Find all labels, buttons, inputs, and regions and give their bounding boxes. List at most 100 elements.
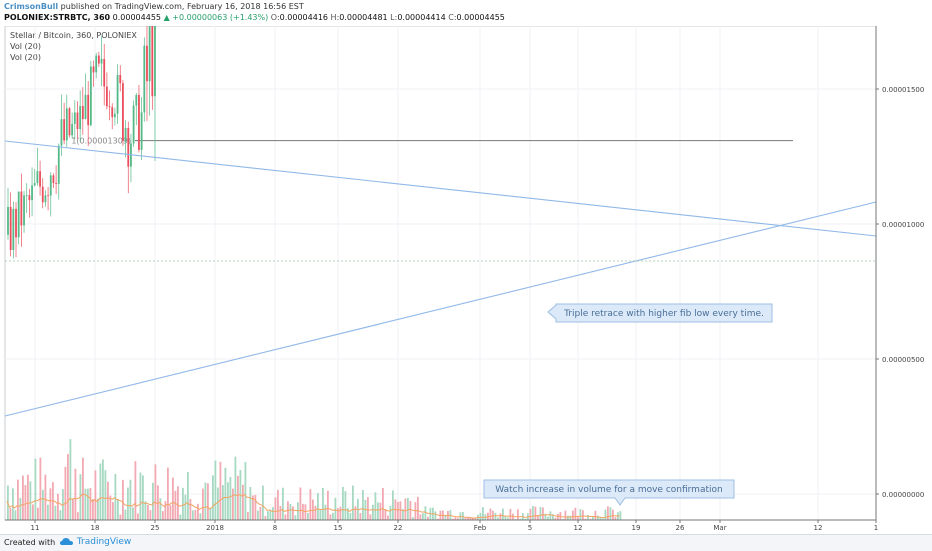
volume-bar: [564, 510, 567, 520]
volume-bar: [309, 489, 312, 520]
volume-bar: [244, 462, 247, 520]
ohlc-close-value: 0.00004455: [456, 13, 505, 22]
volume-bar: [419, 514, 422, 520]
volume-bar: [279, 505, 282, 520]
volume-bar: [232, 488, 234, 520]
volume-bar: [392, 490, 394, 520]
volume-bar: [119, 514, 122, 520]
volume-bar: [177, 486, 179, 520]
price-tick-label: 0.00000500: [882, 356, 924, 364]
up-arrow-icon: ▲: [163, 13, 170, 22]
volume-bar: [137, 513, 139, 520]
volume-bar: [402, 509, 404, 520]
volume-bar: [99, 463, 102, 520]
volume-bar: [324, 504, 327, 520]
time-tick-label: 5: [528, 524, 532, 532]
volume-bar: [347, 508, 349, 520]
volume-bar: [159, 498, 162, 520]
volume-bar: [42, 489, 44, 520]
volume-bar: [82, 457, 84, 520]
volume-bar: [352, 485, 354, 520]
volume-bar: [192, 510, 194, 520]
volume-bar: [452, 518, 454, 520]
callout-retrace: Triple retrace with higher fib low every…: [547, 303, 773, 323]
time-axis[interactable]: 11 18 25 2018 8 15 22 Feb 5 12 19 26 Mar 12 1: [5, 519, 878, 532]
author-link[interactable]: CrimsonBull: [4, 2, 59, 11]
volume-bar: [504, 516, 507, 520]
ohlc-high-value: 0.00004481: [339, 13, 388, 22]
candle-body: [36, 171, 39, 184]
volume-bar: [87, 488, 89, 520]
candle-body: [31, 185, 33, 201]
volume-bar: [509, 508, 512, 520]
candle-body: [113, 113, 116, 118]
volume-bar: [317, 493, 319, 520]
volume-bar: [304, 504, 307, 520]
volume-bar: [242, 484, 244, 520]
candle-body: [44, 195, 47, 203]
fibonacci-retracement[interactable]: 0(0.00006231)0.236(0.00005070)0.382(0.00…: [54, 26, 794, 146]
volume-bar: [17, 479, 19, 520]
annotations[interactable]: Triple retrace with higher fib low every…: [483, 303, 773, 506]
volume-bar: [359, 513, 362, 520]
volume-bar: [262, 485, 264, 520]
volume-bar: [109, 495, 112, 520]
volume-bar: [194, 510, 197, 520]
chart-header: CrimsonBull published on TradingView.com…: [0, 0, 932, 26]
price-chart[interactable]: 0(0.00006231)0.236(0.00005070)0.382(0.00…: [0, 26, 932, 534]
ohlc-open-label: O:: [270, 13, 280, 22]
volume-bar: [104, 470, 107, 520]
volume-bar: [294, 515, 297, 520]
candle-body: [65, 108, 68, 141]
volume-bar: [577, 517, 579, 520]
candle-body: [17, 191, 20, 238]
tradingview-logo[interactable]: TradingView: [60, 537, 131, 547]
volume-bar: [47, 504, 49, 520]
volume-bar: [342, 486, 344, 520]
volume-bar: [92, 499, 94, 520]
candle-body: [151, 26, 154, 97]
volume-bar: [14, 510, 17, 520]
volume-bar: [422, 513, 424, 520]
price-tick-label: 0.00001000: [882, 221, 924, 229]
volume-bar: [172, 477, 174, 520]
volume-bar: [264, 516, 267, 520]
time-tick-label: 8: [273, 524, 277, 532]
time-tick-label: 18: [91, 524, 100, 532]
candle-body: [57, 145, 60, 184]
volume-bar: [524, 518, 527, 520]
volume-bar: [614, 517, 617, 520]
candle-body: [73, 112, 76, 124]
volume-bar: [597, 515, 599, 520]
time-tick-label: 25: [151, 524, 160, 532]
candle-body: [138, 94, 140, 150]
volume-bar: [107, 481, 109, 520]
candle-body: [108, 106, 111, 108]
candle-body: [60, 119, 63, 146]
volume-bar: [427, 516, 429, 520]
volume-bar: [474, 517, 477, 520]
time-tick-label: 22: [394, 524, 403, 532]
volume-bar: [449, 509, 452, 520]
candle-body: [12, 208, 15, 250]
price-axis[interactable]: 0.00000000 0.00000500 0.00001000 0.00001500…: [875, 26, 929, 520]
trendlines[interactable]: [4, 140, 877, 417]
volume-bar: [609, 507, 612, 520]
volume-bar: [274, 497, 277, 520]
volume-bar: [117, 498, 119, 520]
fib-level-label: 1(0.00001309): [71, 137, 131, 146]
tradingview-brand: TradingView: [76, 537, 132, 547]
volume-bar: [539, 506, 542, 520]
volume-bar: [237, 475, 239, 520]
volume-bar: [337, 508, 339, 520]
volume-bar: [302, 503, 304, 520]
volume-bar: [424, 506, 427, 520]
time-tick-label: 15: [334, 524, 343, 532]
volume-bar: [417, 496, 419, 520]
volume-bar: [199, 513, 202, 520]
ascending-trendline: [4, 201, 877, 417]
volume-bar: [189, 498, 192, 520]
volume-bar: [19, 497, 22, 520]
volume-bar: [32, 504, 34, 520]
volume-bar: [489, 508, 492, 520]
